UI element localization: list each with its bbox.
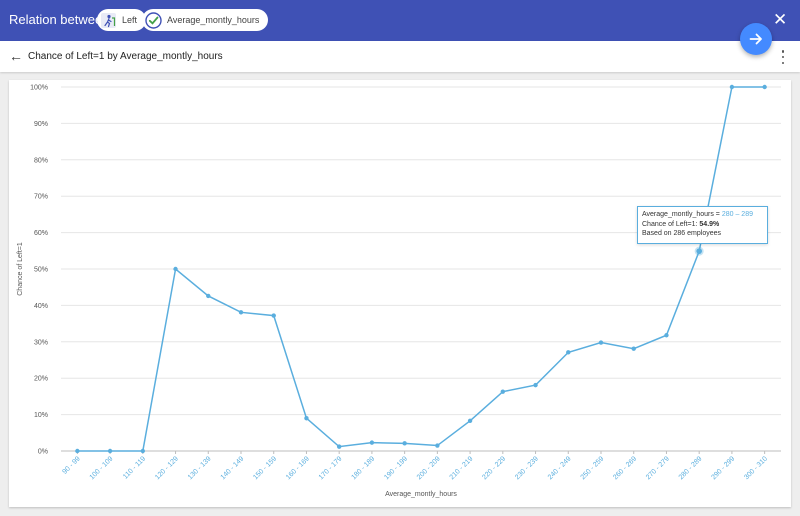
chart-card: 0% 10% 20% 30% 40% 50% 60% 70% 80% 90% 100% 90 - 9… <box>9 80 791 507</box>
x-tick-label: 270 - 279 <box>645 455 671 481</box>
x-tick-label: 150 - 159 <box>252 455 278 481</box>
app-title: Relation between <box>9 12 110 27</box>
x-tick-label: 250 - 259 <box>580 455 606 481</box>
y-tick-label: 40% <box>34 303 48 310</box>
chip-average-montly-hours[interactable]: Average_montly_hours <box>142 9 269 31</box>
x-tick-label: 100 - 109 <box>89 455 115 481</box>
data-point[interactable] <box>467 418 473 423</box>
tooltip-value: 54.9% <box>699 220 720 228</box>
x-tick-label: 190 - 199 <box>383 455 409 481</box>
y-tick-label: 80% <box>34 157 48 164</box>
x-tick-label: 280 - 289 <box>678 455 704 481</box>
top-app-bar: Relation between Left Average_montly_hou… <box>0 0 800 41</box>
y-tick-label: 30% <box>34 339 48 346</box>
data-point[interactable] <box>369 440 375 445</box>
y-tick-label: 50% <box>34 267 48 274</box>
x-tick-label: 160 - 169 <box>285 455 311 481</box>
x-tick-label: 140 - 149 <box>220 455 246 481</box>
tooltip-range: 280 – 289 <box>721 211 753 218</box>
back-arrow-icon[interactable]: ← <box>9 48 23 64</box>
chip-label: Average_montly_hours <box>167 15 260 25</box>
data-point[interactable] <box>304 416 309 421</box>
data-point[interactable] <box>173 266 178 272</box>
x-tick-label: 130 - 139 <box>187 455 213 481</box>
chart-toolbar: ← Chance of Left=1 by Average_montly_hou… <box>0 41 800 72</box>
x-tick-label: 260 - 269 <box>612 455 638 481</box>
y-tick-label: 70% <box>34 194 48 201</box>
person-leaving-icon <box>100 12 117 29</box>
x-tick-label: 300 - 310 <box>743 455 769 481</box>
tooltip-label: Chance of Left=1: <box>642 220 700 228</box>
data-point[interactable] <box>140 448 146 454</box>
data-point[interactable] <box>206 293 211 299</box>
x-tick-label: 230 - 239 <box>514 455 540 481</box>
check-circle-icon <box>145 11 162 29</box>
data-point[interactable] <box>631 346 636 351</box>
y-tick-label: 100% <box>30 85 48 92</box>
y-tick-label: 0% <box>38 449 48 456</box>
data-point[interactable] <box>107 448 113 454</box>
line-chart: 0% 10% 20% 30% 40% 50% 60% 70% 80% 90% 100% 90 - 9… <box>17 84 781 498</box>
page-title: Chance of Left=1 by Average_montly_hours <box>28 51 223 62</box>
data-point[interactable] <box>336 444 342 449</box>
y-tick-label: 60% <box>34 230 48 237</box>
x-tick-label: 290 - 299 <box>710 455 736 481</box>
data-point[interactable] <box>271 313 276 318</box>
x-tick-label: 220 - 229 <box>481 455 507 481</box>
data-tooltip: Average_montly_hours = 280 – 289 Chance … <box>637 206 768 244</box>
arrow-right-icon <box>749 33 762 45</box>
data-point[interactable] <box>762 84 767 90</box>
y-axis-label: Chance of Left=1 <box>17 242 24 296</box>
x-tick-label: 240 - 249 <box>547 455 573 481</box>
data-point[interactable] <box>238 310 244 315</box>
data-point[interactable] <box>75 448 80 454</box>
tooltip-count: Based on 286 employees <box>642 230 721 237</box>
tooltip-label: Average_montly_hours = <box>642 211 722 218</box>
data-point[interactable] <box>696 248 702 254</box>
data-point[interactable] <box>729 84 735 90</box>
data-point[interactable] <box>533 382 538 388</box>
data-point[interactable] <box>598 340 604 345</box>
x-tick-label: 110 - 119 <box>122 455 147 480</box>
y-tick-label: 90% <box>34 121 48 128</box>
x-tick-label: 210 - 219 <box>449 455 475 481</box>
data-point[interactable] <box>566 350 571 355</box>
data-point[interactable] <box>500 389 506 394</box>
x-tick-label: 90 - 99 <box>61 455 81 475</box>
x-axis-label: Average_montly_hours <box>385 491 457 498</box>
data-point[interactable] <box>664 333 669 338</box>
x-tick-label: 120 - 129 <box>154 455 180 481</box>
y-tick-label: 10% <box>34 412 48 419</box>
data-point[interactable] <box>402 441 407 446</box>
x-tick-label: 170 - 179 <box>318 455 344 481</box>
chip-left[interactable]: Left <box>97 9 147 31</box>
x-tick-label: 200 - 209 <box>416 455 442 481</box>
y-tick-label: 20% <box>34 376 48 383</box>
close-icon[interactable]: ✕ <box>773 10 788 29</box>
next-button[interactable] <box>740 23 772 55</box>
series-line <box>77 86 765 452</box>
chip-label: Left <box>122 15 138 25</box>
x-tick-label: 180 - 189 <box>350 455 376 481</box>
more-options-icon[interactable] <box>779 50 787 64</box>
data-point[interactable] <box>435 443 440 448</box>
